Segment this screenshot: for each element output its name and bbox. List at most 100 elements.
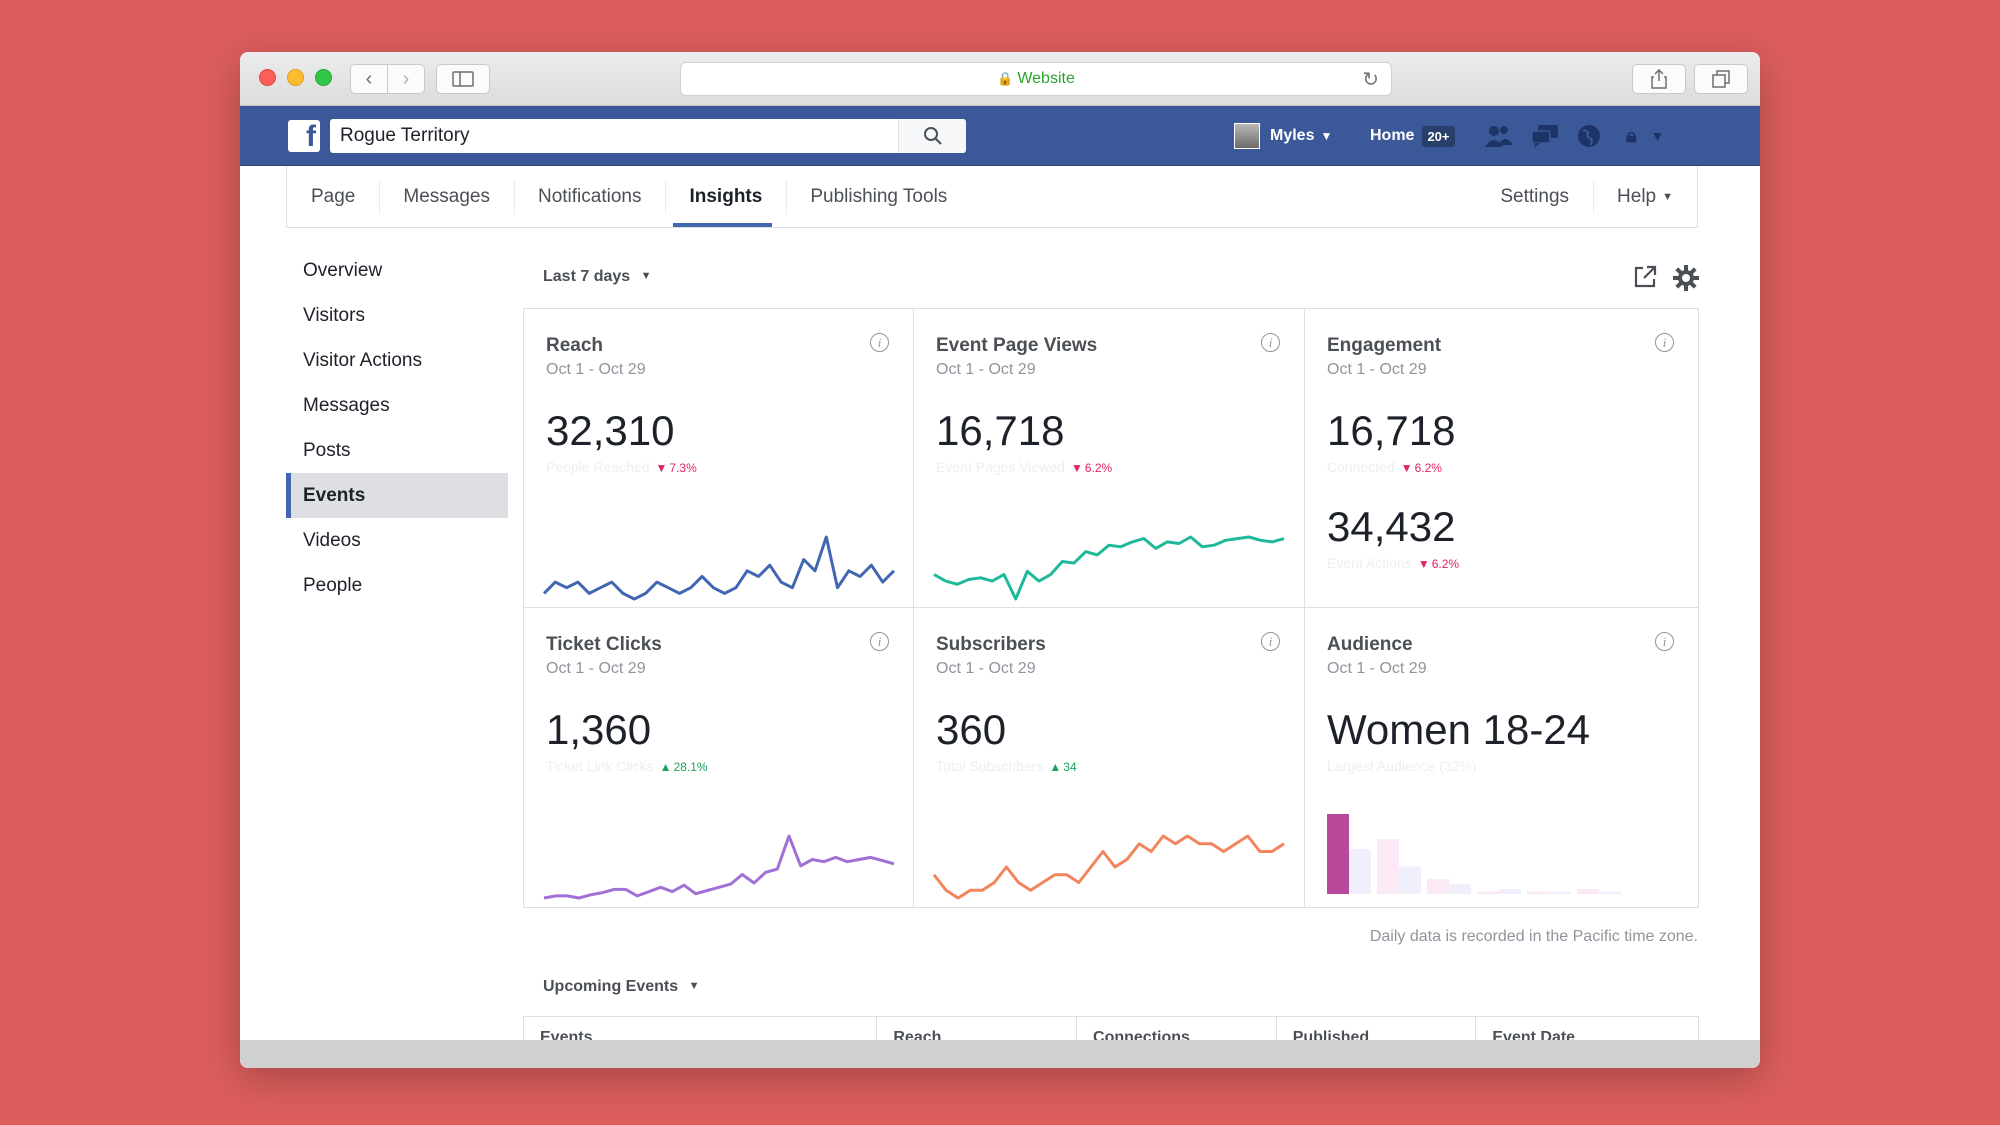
sidebar-item-events[interactable]: Events <box>286 473 508 518</box>
sidebar-item-people[interactable]: People <box>303 574 363 596</box>
card-date: Oct 1 - Oct 29 <box>1327 361 1427 378</box>
reload-icon[interactable]: ↻ <box>1362 69 1379 91</box>
card-subtitle: Connected ▼ 6.2% <box>1327 459 1442 475</box>
timezone-footnote: Daily data is recorded in the Pacific ti… <box>1369 928 1698 945</box>
event-page-views-card[interactable]: Event Page Views Oct 1 - Oct 29 i 16,718… <box>914 309 1305 608</box>
sparkline-path <box>933 535 1285 601</box>
audience-bar-chart <box>1327 808 1667 894</box>
audience-bar <box>1477 891 1499 894</box>
card-subtitle: Largest Audience (32%) <box>1327 758 1477 774</box>
upcoming-events-dropdown[interactable]: Upcoming Events ▼ <box>543 978 699 996</box>
tab-insights[interactable]: Insights <box>665 166 786 227</box>
card-date: Oct 1 - Oct 29 <box>936 660 1036 677</box>
info-icon[interactable]: i <box>870 333 889 352</box>
search-button[interactable] <box>898 119 966 153</box>
audience-bar <box>1577 889 1599 894</box>
info-icon[interactable]: i <box>1655 632 1674 651</box>
card-title: Audience <box>1327 634 1413 655</box>
address-bar[interactable]: 🔒 Website ↻ <box>680 62 1392 96</box>
tab-messages[interactable]: Messages <box>379 166 514 227</box>
subscribers-card[interactable]: Subscribers Oct 1 - Oct 29 i 360 Total S… <box>914 608 1305 907</box>
tab-notifications[interactable]: Notifications <box>513 166 666 227</box>
sidebar-item-visitor-actions[interactable]: Visitor Actions <box>303 349 422 371</box>
audience-bar <box>1449 884 1471 894</box>
change-value: 34 <box>1063 760 1077 774</box>
ticket-clicks-sparkline <box>543 832 895 902</box>
card-value: 16,718 <box>1327 407 1456 454</box>
caret-down-icon: ▼ <box>688 980 700 992</box>
insights-tools <box>1632 264 1700 292</box>
info-icon[interactable]: i <box>870 632 889 651</box>
browser-status-bar <box>240 1040 1760 1068</box>
facebook-header: f Myles ▼ Home 20+ 🔒︎ ▼ <box>240 106 1760 166</box>
home-badge: 20+ <box>1422 125 1455 147</box>
engagement-card[interactable]: Engagement Oct 1 - Oct 29 i 16,718 Conne… <box>1305 309 1698 608</box>
audience-bar <box>1399 866 1421 894</box>
zoom-window-button[interactable] <box>315 69 332 86</box>
caret-down-icon: ▼ <box>1320 129 1333 143</box>
card-subtitle-label: Total Subscribers <box>936 758 1044 774</box>
change-value: 6.2% <box>1414 461 1442 475</box>
tab-page[interactable]: Page <box>311 185 356 207</box>
change-down-icon: ▼ <box>1417 557 1430 571</box>
chevron-right-icon[interactable]: › <box>387 64 425 94</box>
sidebar-item-posts[interactable]: Posts <box>303 439 351 461</box>
reach-card[interactable]: Reach Oct 1 - Oct 29 i 32,310 People Rea… <box>524 309 914 608</box>
sparkline-path <box>932 834 1285 900</box>
tabs-icon[interactable] <box>1694 64 1748 94</box>
caret-down-icon: ▼ <box>1662 190 1673 203</box>
export-icon[interactable] <box>1632 264 1658 290</box>
metrics-grid: Reach Oct 1 - Oct 29 i 32,310 People Rea… <box>523 308 1699 908</box>
address-bar-text: Website <box>1017 70 1075 87</box>
sidebar-item-visitors[interactable]: Visitors <box>303 304 365 326</box>
info-icon[interactable]: i <box>1261 333 1280 352</box>
search-input[interactable] <box>330 119 898 153</box>
change-value: 28.1% <box>673 760 708 774</box>
info-icon[interactable]: i <box>1655 333 1674 352</box>
account-menu[interactable]: 🔒︎ ▼ <box>1626 106 1665 166</box>
gear-icon[interactable] <box>1672 264 1700 292</box>
audience-bar <box>1427 879 1449 894</box>
minimize-window-button[interactable] <box>287 69 304 86</box>
audience-card[interactable]: Audience Oct 1 - Oct 29 i Women 18-24 La… <box>1305 608 1698 907</box>
avatar <box>1234 123 1260 149</box>
tab-help[interactable]: Help ▼ <box>1593 166 1697 227</box>
browser-window: ‹ › 🔒 Website ↻ f Myles ▼ <box>240 52 1760 1068</box>
event-page-views-sparkline <box>933 533 1285 603</box>
share-icon[interactable] <box>1632 64 1686 94</box>
audience-bar <box>1527 891 1549 894</box>
info-icon[interactable]: i <box>1261 632 1280 651</box>
card-date: Oct 1 - Oct 29 <box>1327 660 1427 677</box>
audience-bar <box>1549 891 1571 894</box>
help-label: Help <box>1617 185 1657 207</box>
profile-link[interactable]: Myles ▼ <box>1234 106 1332 166</box>
reach-sparkline <box>542 533 896 603</box>
friend-requests-icon[interactable] <box>1484 123 1514 149</box>
card-subtitle-label: People Reached <box>546 459 650 475</box>
search-icon <box>923 127 942 145</box>
card-title: Subscribers <box>936 634 1046 655</box>
card-subtitle-label: Event Actions <box>1327 555 1412 571</box>
facebook-logo[interactable]: f <box>288 120 320 152</box>
home-link[interactable]: Home 20+ <box>1370 106 1455 166</box>
change-down-icon: ▼ <box>1400 461 1413 475</box>
date-range-dropdown[interactable]: Last 7 days ▼ <box>543 268 652 286</box>
sidebar-item-overview[interactable]: Overview <box>303 259 383 281</box>
caret-down-icon: ▼ <box>640 270 652 282</box>
tab-publishing-tools[interactable]: Publishing Tools <box>786 166 971 227</box>
sidebar-icon[interactable] <box>436 64 490 94</box>
tab-settings[interactable]: Settings <box>1500 185 1570 207</box>
subscribers-sparkline <box>932 832 1285 902</box>
close-window-button[interactable] <box>259 69 276 86</box>
messages-icon[interactable] <box>1530 123 1560 149</box>
sidebar-item-videos[interactable]: Videos <box>303 529 361 551</box>
globe-icon[interactable] <box>1576 123 1602 149</box>
search-box <box>330 119 966 153</box>
ticket-clicks-card[interactable]: Ticket Clicks Oct 1 - Oct 29 i 1,360 Tic… <box>524 608 914 907</box>
account-caret-icon[interactable]: ▼ <box>1650 128 1665 144</box>
sidebar-item-messages[interactable]: Messages <box>303 394 390 416</box>
change-up-icon: ▲ <box>1049 760 1062 774</box>
chevron-left-icon[interactable]: ‹ <box>350 64 388 94</box>
home-label: Home <box>1370 127 1415 144</box>
privacy-shortcuts-icon[interactable]: 🔒︎ <box>1626 124 1637 147</box>
